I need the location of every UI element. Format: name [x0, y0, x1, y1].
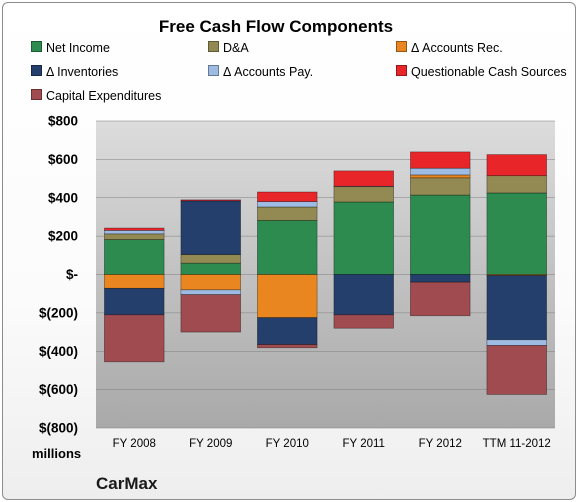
legend-swatch: [208, 65, 219, 76]
legend-item: Capital Expenditures: [31, 89, 161, 103]
bar-segment: [333, 274, 394, 316]
bar-segment: [180, 200, 241, 255]
bar-segment: [486, 275, 547, 341]
bar-segment: [257, 201, 318, 208]
legend-label: Net Income: [46, 41, 110, 55]
y-tick-label: $200: [48, 229, 78, 244]
x-tick-label: FY 2012: [419, 438, 462, 450]
bar-segment: [104, 230, 165, 235]
y-tick-label: $(600): [39, 382, 78, 397]
bar-segment: [410, 274, 471, 283]
bar-segment: [333, 170, 394, 187]
y-tick-label: $800: [48, 114, 78, 129]
y-tick-label: $(200): [39, 305, 78, 320]
legend-item: Questionable Cash Sources: [396, 65, 567, 79]
bar-segment: [104, 233, 165, 240]
bar-segment: [104, 287, 165, 316]
bar-segment: [257, 274, 318, 319]
bar-segment: [257, 191, 318, 202]
bar-segment: [257, 344, 318, 349]
y-tick-label: $(800): [39, 421, 78, 436]
legend-label: Δ Accounts Rec.: [411, 41, 503, 55]
legend-item: D&A: [208, 41, 249, 55]
legend-label: Δ Inventories: [46, 65, 119, 79]
bar-segment: [180, 294, 241, 333]
bar-segment: [486, 175, 547, 194]
legend-label: Δ Accounts Pay.: [223, 65, 314, 79]
bar-segment: [180, 199, 241, 202]
legend-swatch: [31, 41, 42, 52]
bar-segment: [486, 192, 547, 275]
units-label: millions: [32, 446, 82, 461]
bar-segment: [257, 317, 318, 345]
bar-segment: [180, 262, 241, 275]
bar-segment: [410, 177, 471, 196]
bar-segment: [486, 345, 547, 395]
legend-swatch: [208, 41, 219, 52]
legend-label: D&A: [223, 41, 249, 55]
legend-swatch: [396, 41, 407, 52]
bar-segment: [333, 186, 394, 203]
bar-segment: [104, 274, 165, 289]
chart-title: Free Cash Flow Components: [158, 17, 394, 36]
x-tick-label: TTM 11-2012: [483, 438, 551, 450]
plot-area: $800 $600 $400 $200 $- $(200) $(400) $(600) $(80…: [39, 114, 555, 450]
legend-label: Capital Expenditures: [46, 89, 162, 103]
company-label: CarMax: [96, 474, 158, 493]
bar-segment: [410, 194, 471, 275]
bar-segment: [333, 314, 394, 329]
legend-item: Δ Accounts Pay.: [208, 65, 313, 79]
legend-item: Net Income: [31, 41, 110, 55]
bar-segment: [257, 220, 318, 275]
bar-segment: [180, 254, 241, 264]
x-tick-label: FY 2008: [113, 438, 156, 450]
legend-label: Questionable Cash Sources: [411, 65, 567, 79]
bar-segment: [410, 167, 471, 176]
y-tick-label: $600: [48, 152, 78, 167]
x-tick-label: FY 2009: [189, 438, 232, 450]
legend-item: Δ Accounts Rec.: [396, 41, 503, 55]
bar-segment: [410, 281, 471, 317]
bar-segment: [410, 174, 471, 179]
legend-swatch: [396, 65, 407, 76]
bar-segment: [180, 289, 241, 295]
bar-segment: [486, 154, 547, 177]
legend-swatch: [31, 89, 42, 100]
x-tick-label: FY 2011: [343, 438, 385, 450]
bar-segment: [104, 314, 165, 363]
legend-swatch: [31, 65, 42, 76]
bar-segment: [180, 274, 241, 291]
bar-segment: [257, 206, 318, 221]
bar-segment: [333, 201, 394, 275]
legend-item: Δ Inventories: [31, 65, 118, 79]
y-tick-label: $-: [66, 267, 78, 282]
bar-segment: [486, 339, 547, 346]
x-tick-label: FY 2010: [266, 438, 309, 450]
bar-segment: [410, 151, 471, 169]
bar-segment: [104, 227, 165, 231]
y-tick-label: $(400): [39, 344, 78, 359]
bar-segment: [104, 239, 165, 275]
y-tick-label: $400: [48, 190, 78, 205]
